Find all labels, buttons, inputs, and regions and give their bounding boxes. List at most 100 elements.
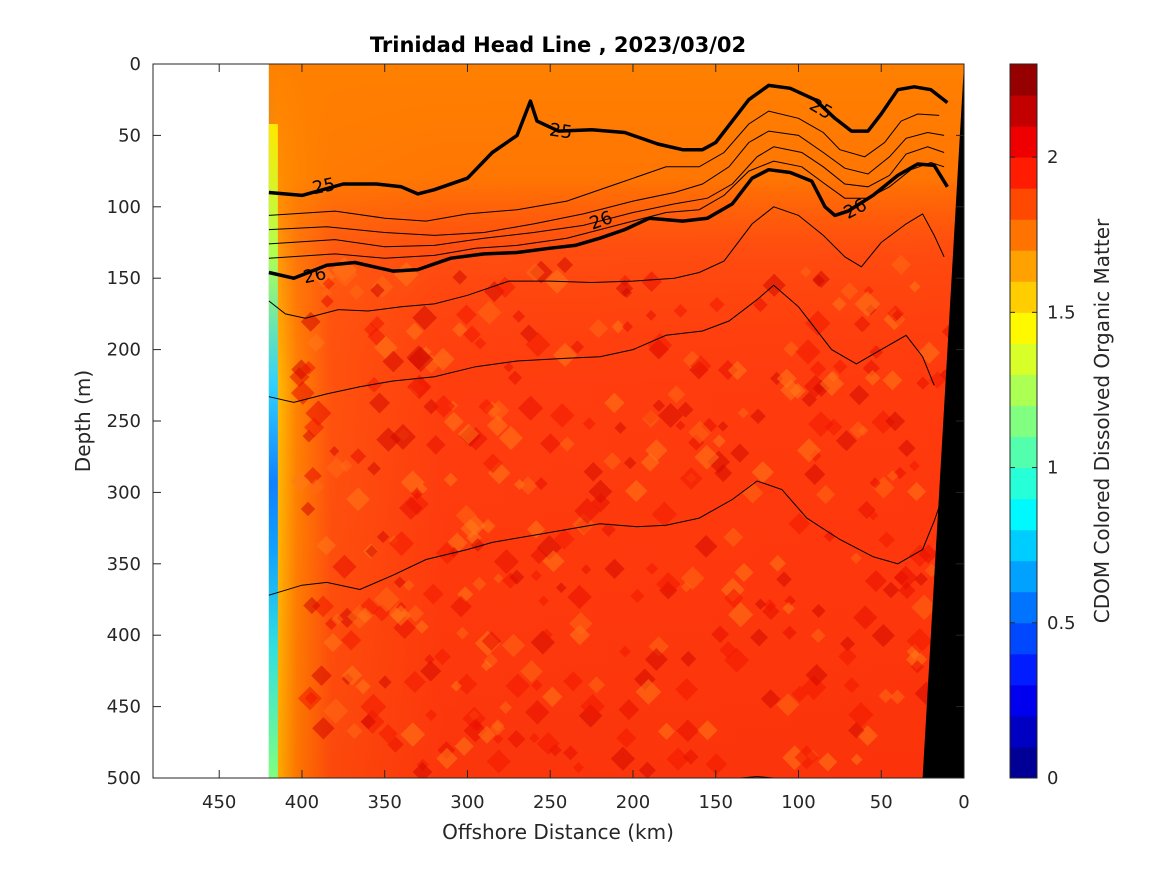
cdom-speckle: [452, 269, 468, 285]
cdom-speckle: [553, 528, 575, 550]
cdom-speckle: [647, 332, 673, 358]
cdom-speckle: [400, 722, 426, 747]
cdom-speckle: [580, 694, 605, 719]
cdom-speckle: [651, 501, 678, 527]
cdom-speckle: [854, 291, 881, 317]
cdom-speckle: [694, 534, 718, 558]
cdom-speckle: [499, 701, 513, 714]
cdom-speckle: [794, 745, 819, 770]
colorbar-band: [1010, 343, 1037, 375]
cdom-speckle: [914, 572, 928, 586]
cdom-speckle: [730, 443, 750, 463]
cdom-speckle: [366, 376, 383, 393]
cdom-speckle: [809, 360, 827, 378]
cdom-speckle: [604, 392, 625, 414]
cdom-speckle: [783, 341, 800, 357]
cdom-speckle: [463, 325, 481, 344]
density-contours-thin: [268, 110, 945, 778]
cdom-speckle: [452, 322, 468, 338]
cdom-edge-low-values: [268, 124, 278, 778]
y-axis-label: Depth (m): [71, 370, 95, 472]
cdom-speckle: [490, 720, 505, 736]
cdom-speckle: [316, 535, 337, 556]
cdom-speckle: [618, 699, 640, 721]
density-contour-line: [268, 284, 935, 403]
colorbar-ticks: 0 0.5 1 1.5 2: [1010, 147, 1076, 789]
cdom-speckle: [304, 417, 325, 438]
cdom-speckle: [301, 360, 316, 375]
colorbar-band: [1010, 436, 1037, 469]
cdom-speckle: [538, 595, 549, 607]
cdom-speckle: [540, 433, 561, 454]
cdom-speckle: [312, 717, 335, 740]
cdom-speckle: [542, 686, 563, 707]
cdom-speckle: [645, 562, 659, 575]
x-tick-label: 450: [202, 792, 236, 813]
colorbar-band: [1010, 126, 1037, 158]
cdom-speckle: [818, 752, 838, 772]
cdom-speckle: [423, 398, 439, 415]
cdom-speckle: [849, 421, 868, 439]
cdom-speckle: [808, 411, 834, 438]
cdom-speckle: [871, 410, 896, 434]
cdom-speckle: [591, 493, 611, 513]
cdom-speckle: [788, 512, 811, 535]
cdom-speckle: [443, 411, 464, 432]
cdom-speckle: [724, 588, 744, 609]
cdom-speckle: [322, 277, 335, 290]
density-contours-bold: [268, 83, 949, 280]
cdom-speckle: [697, 720, 718, 741]
cdom-speckle: [367, 461, 381, 476]
cdom-speckle: [675, 420, 686, 431]
cdom-speckle: [640, 453, 660, 472]
cdom-speckle: [573, 761, 585, 774]
cdom-speckle: [450, 680, 462, 692]
cdom-speckle: [910, 660, 924, 674]
x-tick-label: 50: [870, 792, 893, 813]
cdom-speckle: [569, 611, 593, 636]
cdom-speckle: [487, 461, 511, 485]
colorbar-tick-label: 0: [1047, 768, 1058, 789]
cdom-speckle: [403, 579, 415, 592]
cdom-speckle: [719, 641, 737, 659]
cdom-speckle: [512, 310, 526, 323]
cdom-speckle: [603, 452, 622, 471]
cdom-speckle: [456, 304, 477, 326]
cdom-speckle: [357, 607, 374, 624]
y-tick-label: 150: [107, 268, 141, 289]
cdom-speckle: [373, 586, 400, 613]
y-tick-label: 300: [107, 482, 141, 503]
cdom-speckle: [621, 287, 633, 299]
cdom-speckle: [501, 633, 526, 658]
contour-label-25: 25: [548, 120, 574, 144]
cdom-speckle: [369, 316, 385, 331]
colorbar-band: [1010, 95, 1037, 127]
cdom-speckle: [737, 407, 749, 419]
cdom-speckle: [644, 647, 668, 672]
cdom-speckle: [819, 371, 845, 397]
cdom-speckle: [832, 359, 848, 374]
cdom-speckle: [801, 391, 818, 408]
cdom-speckle: [727, 360, 748, 381]
colorbar-band: [1010, 374, 1037, 406]
cdom-speckle: [312, 595, 334, 618]
cdom-speckle: [482, 453, 503, 474]
cdom-speckle: [355, 678, 371, 695]
cdom-speckle: [688, 420, 712, 444]
cdom-speckle: [530, 630, 555, 655]
cdom-speckle: [306, 333, 326, 352]
density-contour-line: [268, 480, 945, 596]
density-contour-line: [268, 206, 945, 319]
colorbar-band: [1010, 405, 1037, 438]
cdom-speckle: [412, 305, 438, 331]
cdom-speckle: [804, 463, 826, 485]
cdom-speckle: [572, 513, 595, 536]
cdom-speckle: [530, 569, 542, 582]
cdom-speckle: [320, 287, 333, 299]
cdom-speckle: [848, 702, 874, 728]
cdom-speckle: [742, 482, 764, 504]
cdom-speckle: [789, 382, 806, 400]
cdom-speckle: [714, 464, 733, 483]
x-tick-label: 0: [958, 792, 969, 813]
cdom-speckle: [657, 722, 676, 741]
